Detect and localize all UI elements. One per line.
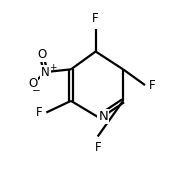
- Text: N: N: [41, 66, 50, 78]
- Text: O: O: [28, 77, 37, 90]
- Text: F: F: [36, 106, 43, 119]
- Text: F: F: [92, 12, 99, 25]
- Text: N: N: [98, 110, 108, 123]
- Text: F: F: [94, 141, 101, 154]
- Text: −: −: [32, 86, 40, 96]
- Text: +: +: [49, 63, 57, 72]
- Text: O: O: [37, 48, 46, 61]
- Text: F: F: [148, 79, 155, 92]
